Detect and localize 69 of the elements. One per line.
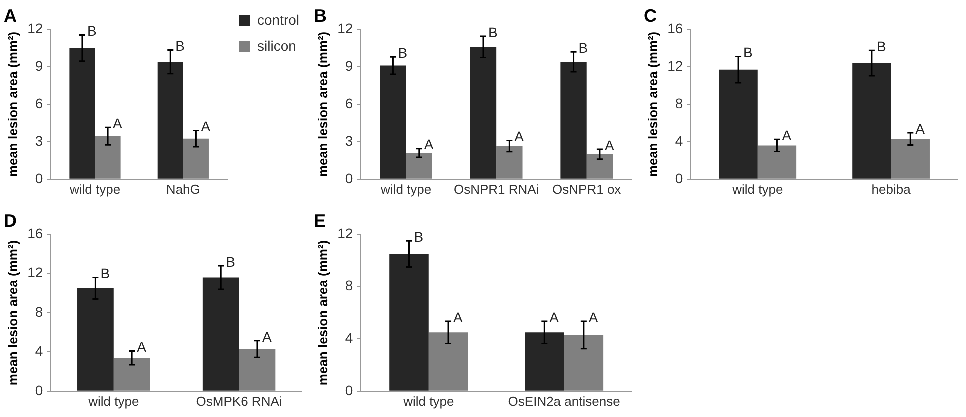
y-tick-label: 0 (345, 170, 354, 186)
y-tick-label: 9 (345, 58, 354, 74)
y-tick-label: 16 (668, 20, 684, 36)
y-tick-label: 4 (675, 132, 684, 149)
data-label: B (578, 40, 588, 56)
y-tick-label: 12 (338, 225, 354, 242)
data-label: A (424, 136, 434, 153)
data-label: B (226, 254, 236, 270)
y-tick-label: 4 (35, 343, 44, 360)
data-label: B (100, 266, 110, 282)
y-axis-title: mean lesion area (mm²) (315, 32, 330, 178)
x-tick-label: wild type (68, 182, 121, 197)
y-tick-label: 12 (28, 20, 44, 36)
data-label: B (87, 23, 97, 40)
x-tick-label: wild type (380, 182, 432, 197)
y-tick-label: 12 (338, 20, 354, 36)
y-tick-label: 9 (35, 58, 44, 74)
y-tick-label: 12 (668, 58, 684, 74)
x-tick-label: OsEIN2a antisense (508, 394, 620, 409)
y-tick-label: 8 (675, 95, 684, 112)
data-label: A (916, 120, 926, 137)
y-tick-label: 6 (35, 95, 44, 112)
data-label: B (488, 24, 498, 40)
data-label: B (414, 228, 424, 245)
chart-title: D (4, 210, 17, 231)
data-label: B (176, 38, 185, 54)
y-axis-title: mean lesion area (mm²) (315, 240, 330, 386)
y-tick-label: 0 (35, 170, 44, 186)
data-label: A (514, 128, 525, 145)
x-tick-label: OsNPR1 ox (552, 182, 622, 197)
x-tick-label: OsNPR1 RNAi (454, 182, 540, 197)
legend-label: control (258, 12, 300, 28)
data-label: A (137, 339, 148, 356)
x-tick-label: wild type (88, 394, 140, 409)
chart-title: A (4, 6, 17, 26)
chart-title: C (644, 6, 657, 26)
legend-label: silicon (258, 38, 296, 54)
data-label: A (113, 115, 124, 132)
y-tick-label: 12 (28, 264, 44, 281)
y-tick-label: 8 (345, 278, 354, 294)
data-label: A (604, 137, 615, 154)
y-tick-label: 4 (345, 330, 354, 346)
data-label: B (744, 44, 753, 61)
data-label: A (782, 127, 792, 144)
chart-title: B (314, 6, 327, 26)
data-label: B (876, 38, 886, 55)
x-tick-label: hebiba (872, 182, 912, 197)
x-tick-label: wild type (732, 182, 784, 197)
y-tick-label: 0 (345, 382, 354, 398)
x-tick-label: wild type (402, 394, 454, 409)
y-tick-label: 3 (35, 132, 44, 149)
y-axis-title: mean lesion area (mm²) (5, 240, 20, 386)
data-label: A (454, 309, 464, 326)
y-tick-label: 16 (28, 225, 44, 242)
data-label: A (262, 328, 272, 345)
x-tick-label: NahG (166, 182, 200, 197)
y-tick-label: 6 (345, 95, 354, 112)
x-tick-label: OsMPK6 RNAi (196, 394, 282, 409)
data-label: A (201, 118, 212, 135)
y-tick-label: 3 (345, 132, 354, 149)
data-label: B (398, 44, 408, 61)
y-tick-label: 0 (675, 170, 684, 186)
chart-title: E (314, 210, 326, 231)
y-axis-title: mean lesion area (mm²) (645, 32, 660, 178)
y-axis-title: mean lesion area (mm²) (5, 32, 20, 178)
data-label: A (550, 309, 560, 326)
y-tick-label: 8 (35, 304, 44, 320)
data-label: A (588, 309, 599, 326)
y-tick-label: 0 (35, 382, 44, 398)
